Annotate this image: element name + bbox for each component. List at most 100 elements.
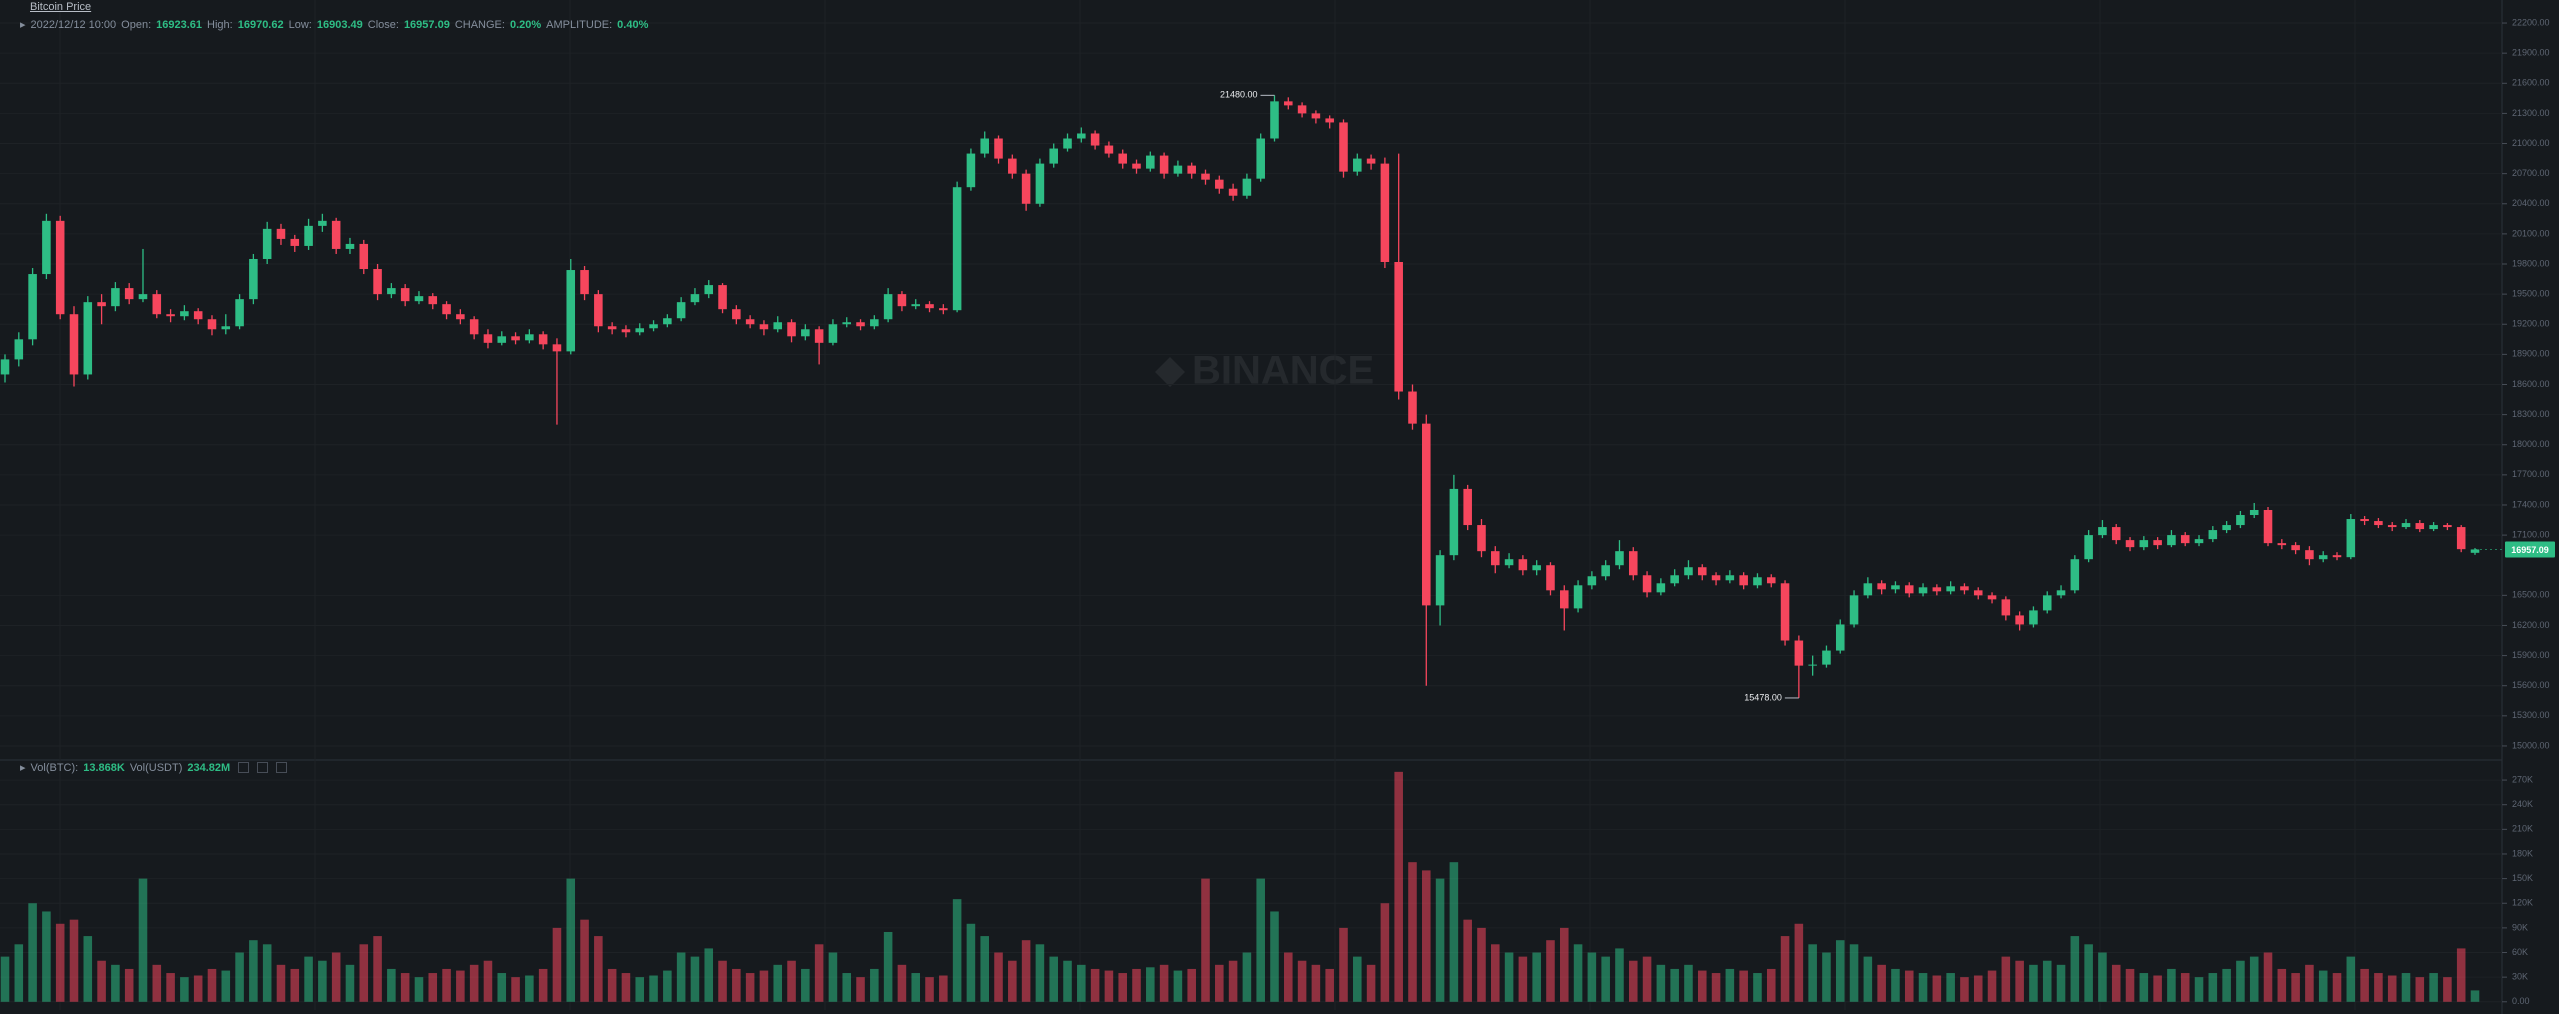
volume-bar [2456,948,2466,1002]
candle-body [249,258,258,300]
volume-bar [111,964,120,1002]
y-tick-label: 17100.00 [2512,529,2550,539]
candle-body [2305,550,2314,560]
legend-button[interactable] [276,762,288,773]
volume-bar [1697,970,1707,1002]
volume-bar [1891,968,1900,1002]
y-tick-label: 17400.00 [2512,499,2550,509]
y-tick-label: 21000.00 [2512,138,2550,148]
candle-body [1601,565,1610,577]
legend-value: 16903.49 [316,18,363,31]
volume-bar [1228,960,1238,1002]
candle-body [1877,583,1886,590]
volume-bar [1601,956,1610,1002]
candle-body [704,285,714,295]
volume-bar [511,977,520,1002]
volume-bar [1946,973,1955,1002]
volume-bar [1380,903,1390,1002]
collapse-icon[interactable]: ▸ [20,762,26,774]
volume-bar [2263,952,2273,1002]
candle-body [318,220,327,226]
title[interactable]: Bitcoin Price [30,1,92,13]
candle-body [621,329,631,333]
volume-bar [2249,956,2259,1002]
candle-body [1835,624,1845,651]
candle-body [939,308,948,311]
candle-body [2222,525,2231,531]
candle-body [69,314,79,375]
volume-bar [1408,862,1417,1002]
volume-bar [497,973,507,1002]
volume-bar [221,970,231,1002]
candle-body [2443,525,2452,528]
volume-bar [1325,968,1334,1002]
volume-bar [1835,940,1845,1002]
candle-body [1794,640,1804,666]
candle-body [2401,523,2411,528]
volume-bar [1201,878,1210,1002]
y-tick-label: 22200.00 [2512,17,2550,27]
candle-body [1228,188,1238,196]
legend-label: AMPLITUDE: [546,18,613,31]
y-tick-label: 16200.00 [2512,620,2550,630]
candle-body [1435,555,1445,606]
candle-body [2125,540,2135,548]
volume-bar [925,977,934,1002]
candle-body [1242,178,1252,196]
candle-body [2208,530,2218,540]
volume-bar [1339,927,1348,1002]
y-tick-label: 21900.00 [2512,48,2550,58]
candle-body [814,329,824,343]
candle-body [1891,585,1900,590]
legend-value: 16957.09 [403,18,450,31]
volume-bar [2443,977,2452,1002]
volume-bar [2070,936,2080,1002]
candle-body [2042,595,2052,611]
volume-bar [1918,973,1928,1002]
volume-bar [97,960,106,1002]
volume-bar [2180,973,2190,1002]
volume-bar [870,968,879,1002]
candle-body [1215,179,1224,189]
volume-bar [2111,964,2121,1002]
candle-body [1960,586,1969,591]
volume-bar [1573,944,1583,1002]
volume-bar [193,975,203,1002]
y-tick-label: 15300.00 [2512,710,2550,720]
candle-body [1118,153,1127,164]
candle-body [1546,565,1555,591]
legend-label: CHANGE: [454,18,505,31]
candle-body [607,326,617,330]
candle-body [304,225,313,246]
candle-body [828,324,838,343]
volume-bar [814,944,824,1002]
legend-button[interactable] [238,762,250,773]
candle-body [773,322,783,330]
candle-body [2318,555,2328,560]
candle-body [235,299,244,327]
candle-body [221,326,231,330]
y-tick-label: 21600.00 [2512,78,2550,88]
candle-body [97,302,106,307]
candle-body [2015,615,2024,625]
candle-body [1753,577,1762,586]
volume-bar [373,936,382,1002]
volume-bar [787,960,796,1002]
candle-body [1697,567,1707,576]
volume-bar [704,948,714,1002]
volume-bar [676,952,686,1002]
legend-button[interactable] [257,762,269,773]
collapse-icon[interactable]: ▸ [20,19,26,31]
volume-bar [580,919,589,1002]
candle-body [2263,509,2273,544]
volume-bar [1353,956,1362,1002]
candle-body [594,294,603,327]
volume-bar [483,960,493,1002]
volume-tick-label: 210K [2512,824,2533,834]
candle-body [649,324,658,329]
volume-bar [2153,975,2162,1002]
volume-legend-value: 13.868K [83,761,125,774]
volume-bar [1270,911,1279,1002]
volume-tick-label: 90K [2512,922,2528,932]
candle-body [428,296,438,305]
